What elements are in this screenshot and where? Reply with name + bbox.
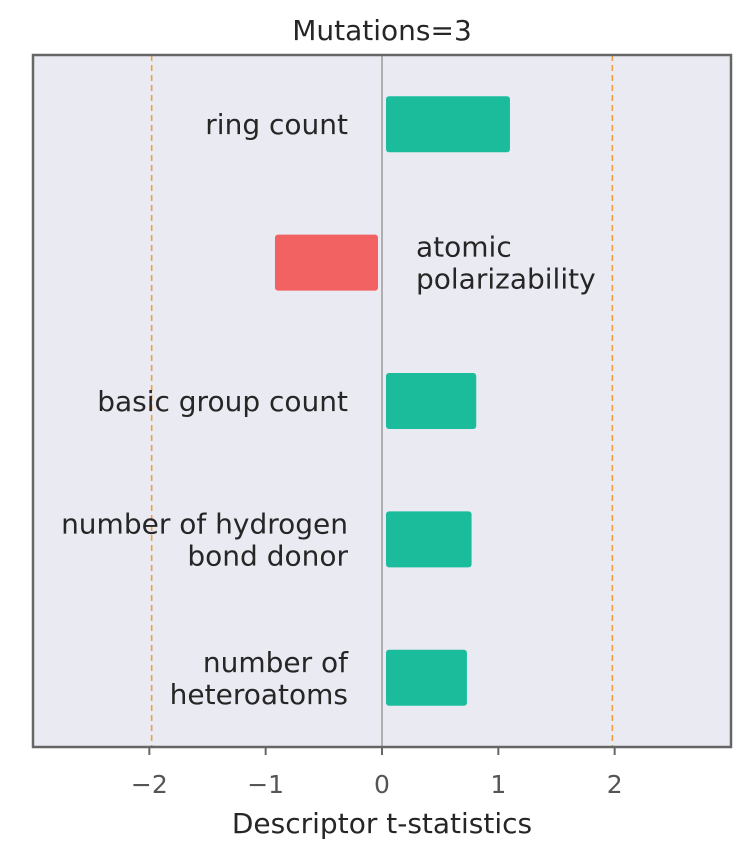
x-tick-label: −2 bbox=[131, 770, 168, 799]
bar-label-5: number of heteroatoms bbox=[170, 646, 349, 711]
bar-label-line: ring count bbox=[205, 108, 348, 141]
bar-3 bbox=[386, 373, 477, 429]
bar-label-2: atomic polarizability bbox=[416, 231, 596, 296]
x-tick-label: 2 bbox=[607, 770, 623, 799]
x-tick-label: −1 bbox=[247, 770, 284, 799]
bar-label-line: number of bbox=[203, 646, 349, 679]
bar-label-line: polarizability bbox=[416, 263, 596, 296]
bar-5 bbox=[386, 649, 467, 706]
x-tick-label: 1 bbox=[490, 770, 506, 799]
bar-label-line: bond donor bbox=[187, 539, 348, 572]
x-axis-label: Descriptor t-statistics bbox=[232, 807, 532, 840]
bar-1 bbox=[386, 96, 510, 153]
bar-label-line: heteroatoms bbox=[170, 678, 348, 711]
x-tick-label: 0 bbox=[374, 770, 390, 799]
bar-4 bbox=[386, 511, 472, 568]
bar-label-3: basic group count bbox=[97, 385, 348, 418]
bar-2 bbox=[274, 234, 378, 291]
chart-title: Mutations=3 bbox=[292, 14, 472, 47]
bar-label-1: ring count bbox=[205, 108, 348, 141]
bar-label-4: number of hydrogen bond donor bbox=[61, 507, 348, 572]
bar-label-line: number of hydrogen bbox=[61, 507, 348, 540]
bar-label-line: basic group count bbox=[97, 385, 348, 418]
bar-label-line: atomic bbox=[416, 231, 512, 264]
